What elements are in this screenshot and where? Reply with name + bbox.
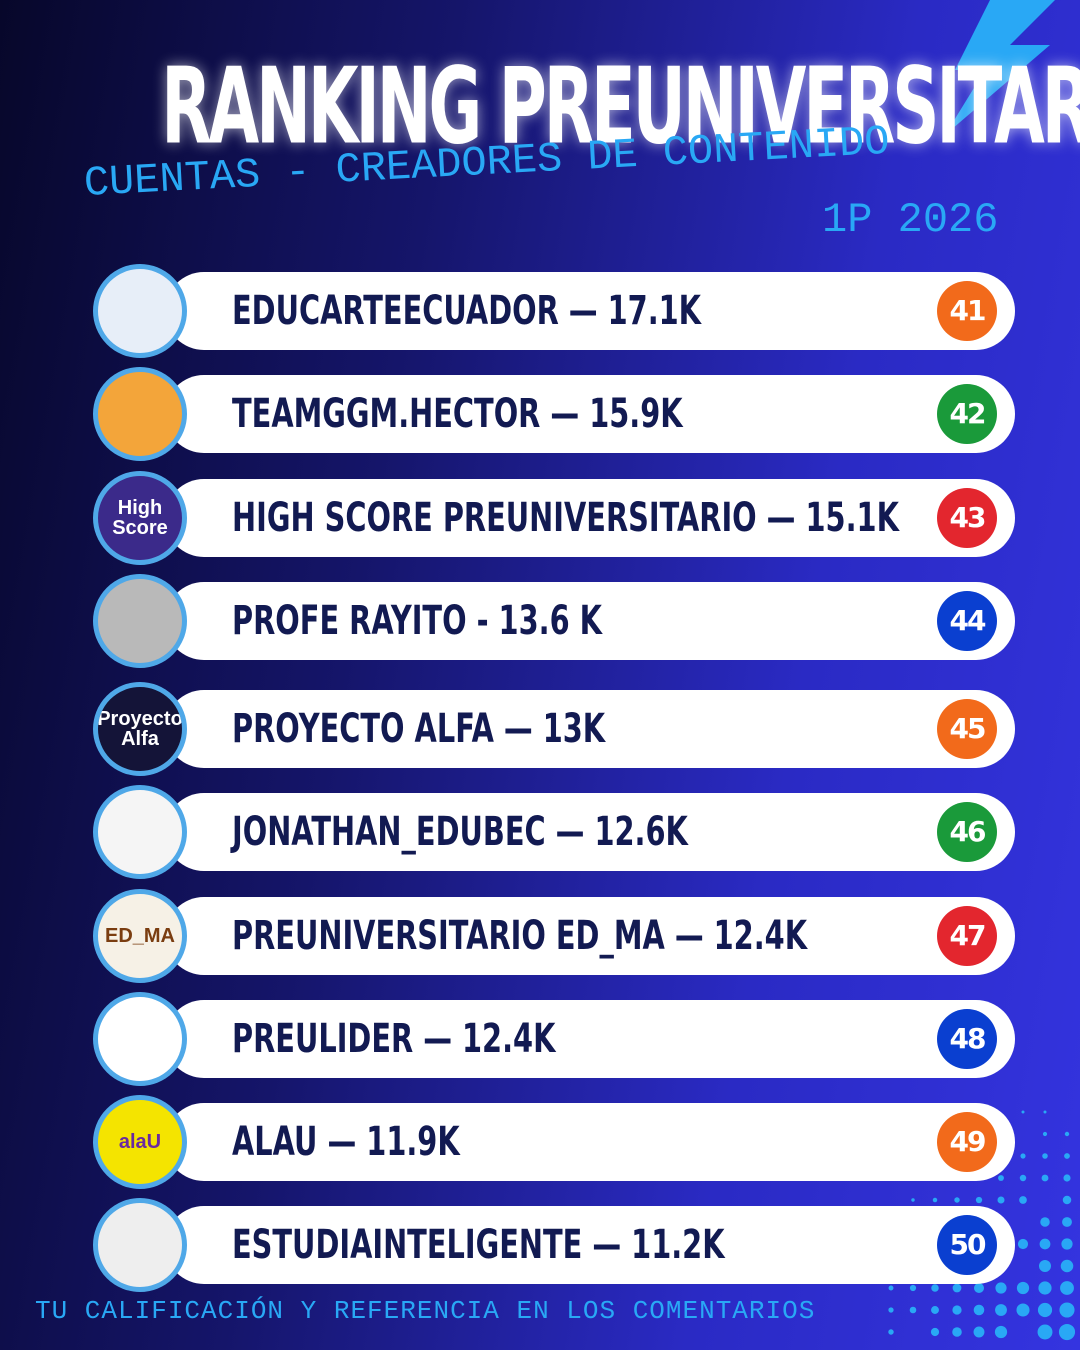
dot: [1059, 1324, 1075, 1340]
avatar: alaU: [93, 1095, 187, 1189]
rank-badge: 47: [937, 906, 997, 966]
avatar: Proyecto Alfa: [93, 682, 187, 776]
dot: [995, 1304, 1007, 1316]
avatar-text: Proyecto Alfa: [97, 709, 183, 749]
period: 1P 2026: [822, 196, 998, 244]
dot: [1017, 1282, 1029, 1294]
dot: [888, 1329, 893, 1334]
dot: [910, 1307, 917, 1314]
avatar: [93, 367, 187, 461]
dot: [931, 1306, 939, 1314]
creator-name: PREULIDER — 12.4K: [232, 1000, 555, 1078]
dot: [1020, 1153, 1025, 1158]
avatar: [93, 992, 187, 1086]
avatar-text: ED_MA: [105, 926, 175, 946]
dot: [974, 1305, 985, 1316]
dot: [952, 1327, 962, 1337]
dot: [1039, 1260, 1051, 1272]
dot: [1040, 1239, 1051, 1250]
dot: [1064, 1153, 1070, 1159]
dot: [997, 1196, 1004, 1203]
rank-badge: 43: [937, 488, 997, 548]
creator-name: ALAU — 11.9K: [232, 1103, 460, 1181]
dot: [1043, 1132, 1047, 1136]
dot: [931, 1328, 939, 1336]
avatar: [93, 574, 187, 668]
creator-name: JONATHAN_EDUBEC — 12.6K: [232, 793, 688, 871]
dot: [953, 1284, 962, 1293]
dot: [1061, 1238, 1072, 1249]
dot: [1019, 1196, 1027, 1204]
avatar: ED_MA: [93, 889, 187, 983]
dot: [888, 1307, 893, 1312]
dot: [911, 1198, 914, 1201]
rank-badge: 46: [937, 802, 997, 862]
dot: [976, 1197, 982, 1203]
footer: TU CALIFICACIÓN Y REFERENCIA EN LOS COME…: [35, 1296, 815, 1326]
dot: [1016, 1303, 1029, 1316]
dot: [1063, 1196, 1072, 1205]
rank-badge: 49: [937, 1112, 997, 1172]
avatar: [93, 785, 187, 879]
dot: [974, 1283, 984, 1293]
dot: [998, 1175, 1004, 1181]
rank-badge: 44: [937, 591, 997, 651]
dot: [995, 1282, 1006, 1293]
creator-name: PROYECTO ALFA — 13K: [232, 690, 605, 768]
dot: [1022, 1111, 1025, 1114]
dot: [1060, 1281, 1074, 1295]
dot: [1061, 1260, 1074, 1273]
avatar: High Score: [93, 471, 187, 565]
dot: [954, 1197, 959, 1202]
dot: [1042, 1175, 1049, 1182]
dot: [1018, 1239, 1028, 1249]
dot: [1065, 1132, 1069, 1136]
rank-badge: 48: [937, 1009, 997, 1069]
avatar-text: alaU: [119, 1132, 161, 1152]
dot: [1020, 1175, 1026, 1181]
rank-badge: 45: [937, 699, 997, 759]
dot: [1063, 1174, 1070, 1181]
creator-name: HIGH SCORE PREUNIVERSITARIO — 15.1K: [232, 479, 899, 557]
dot: [1062, 1217, 1072, 1227]
creator-name: TEAMGGM.HECTOR — 15.9K: [232, 375, 683, 453]
creator-name: EDUCARTEECUADOR — 17.1K: [232, 272, 701, 350]
dot: [1038, 1281, 1051, 1294]
avatar: [93, 264, 187, 358]
dot: [933, 1198, 937, 1202]
dot: [1038, 1325, 1053, 1340]
creator-name: PROFE RAYITO - 13.6 K: [232, 582, 602, 660]
dot: [1040, 1217, 1049, 1226]
rank-badge: 42: [937, 384, 997, 444]
creator-name: ESTUDIAINTELIGENTE — 11.2K: [232, 1206, 725, 1284]
creator-name: PREUNIVERSITARIO ED_MA — 12.4K: [232, 897, 807, 975]
dot: [952, 1305, 961, 1314]
avatar-text: High Score: [98, 498, 182, 538]
dot: [974, 1327, 985, 1338]
rank-badge: 41: [937, 281, 997, 341]
dot: [995, 1326, 1007, 1338]
dot: [889, 1286, 894, 1291]
dot: [1042, 1153, 1048, 1159]
dot: [1044, 1111, 1047, 1114]
dot: [1059, 1302, 1074, 1317]
dot: [910, 1285, 916, 1291]
dot: [931, 1284, 939, 1292]
dot: [1038, 1303, 1052, 1317]
avatar: [93, 1198, 187, 1292]
rank-badge: 50: [937, 1215, 997, 1275]
